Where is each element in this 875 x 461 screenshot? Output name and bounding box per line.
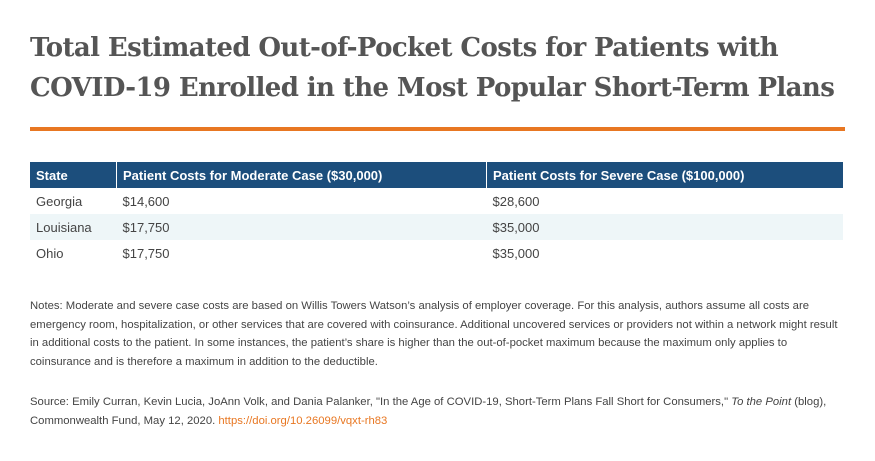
source: Source: Emily Curran, Kevin Lucia, JoAnn…: [30, 393, 845, 430]
table-row: Georgia $14,600 $28,600: [30, 188, 843, 214]
header-row: State Patient Costs for Moderate Case ($…: [30, 162, 843, 188]
cost-cell: $17,750: [116, 214, 487, 240]
state-cell: Ohio: [36, 245, 64, 261]
accent-rule: [30, 127, 845, 131]
table-body: Georgia $14,600 $28,600 Louisiana $17,750 $35…: [30, 188, 843, 266]
cost-cell: $14,600: [122, 193, 170, 209]
source-publication: To the Point: [731, 396, 792, 408]
source-text: Source: Emily Curran, Kevin Lucia, JoAnn…: [30, 396, 732, 408]
title: Total Estimated Out-of-Pocket Costs for …: [30, 33, 835, 103]
state-cell: Louisiana: [30, 214, 117, 240]
state-cell: Georgia: [36, 193, 83, 209]
table-row: Ohio $17,750 $35,000: [30, 240, 843, 266]
table-row: Louisiana $17,750 $35,000: [30, 214, 843, 240]
source-text: (blog), Commonwealth Fund, May 12, 2020.: [30, 396, 827, 427]
notes: Notes: Moderate and severe case costs ar…: [30, 300, 838, 368]
cost-cell: $17,750: [122, 245, 170, 261]
cost-cell: $35,000: [486, 214, 843, 240]
cost-table: State Patient Costs for Moderate Case ($…: [30, 162, 843, 266]
column-header: Patient Costs for Moderate Case ($30,000…: [116, 162, 487, 188]
cost-cell: $28,600: [492, 193, 540, 209]
source-link[interactable]: https://doi.org/10.26099/vqxt-rh83: [218, 414, 388, 427]
cost-cell: $35,000: [492, 245, 540, 261]
column-header: Patient Costs for Severe Case ($100,000): [486, 162, 843, 188]
column-header: State: [30, 162, 117, 188]
